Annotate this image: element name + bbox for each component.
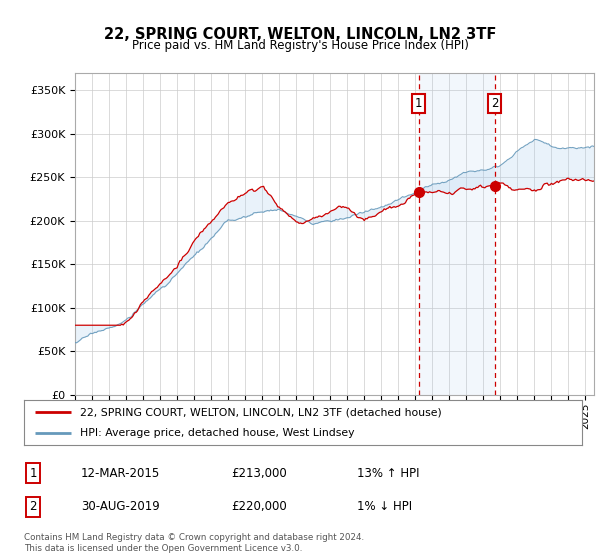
Text: 12-MAR-2015: 12-MAR-2015 [81,466,160,480]
Bar [419,73,494,395]
Text: 30-AUG-2019: 30-AUG-2019 [81,500,160,514]
Text: HPI: Average price, detached house, West Lindsey: HPI: Average price, detached house, West… [80,428,354,438]
Text: Contains HM Land Registry data © Crown copyright and database right 2024.
This d: Contains HM Land Registry data © Crown c… [24,533,364,553]
Text: 2: 2 [491,97,499,110]
Text: 2: 2 [29,500,37,514]
Text: £220,000: £220,000 [231,500,287,514]
Text: 22, SPRING COURT, WELTON, LINCOLN, LN2 3TF (detached house): 22, SPRING COURT, WELTON, LINCOLN, LN2 3… [80,408,442,418]
Text: 1: 1 [29,466,37,480]
Text: 1: 1 [415,97,422,110]
Text: 22, SPRING COURT, WELTON, LINCOLN, LN2 3TF: 22, SPRING COURT, WELTON, LINCOLN, LN2 3… [104,27,496,42]
Text: 1% ↓ HPI: 1% ↓ HPI [357,500,412,514]
Text: Price paid vs. HM Land Registry's House Price Index (HPI): Price paid vs. HM Land Registry's House … [131,39,469,53]
Text: 13% ↑ HPI: 13% ↑ HPI [357,466,419,480]
Text: £213,000: £213,000 [231,466,287,480]
